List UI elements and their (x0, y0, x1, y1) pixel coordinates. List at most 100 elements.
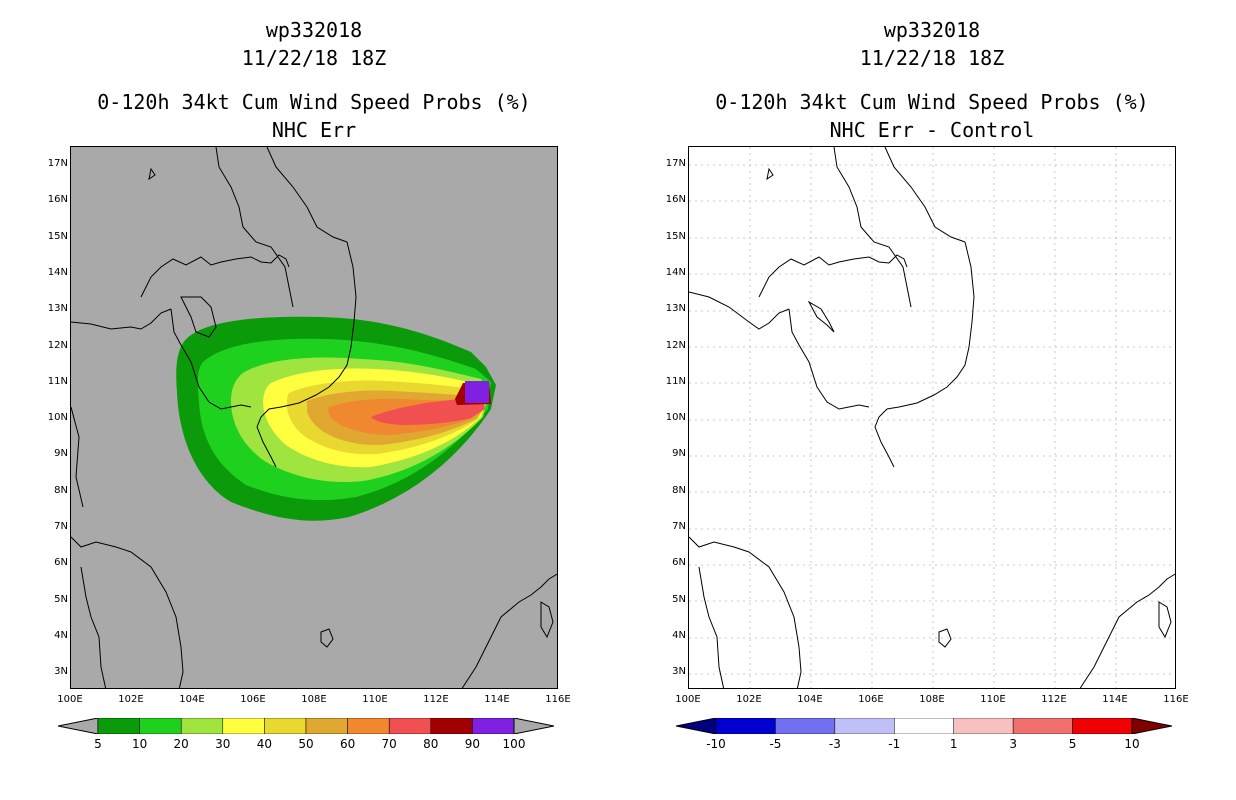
right-cbar-swatch-1 (775, 718, 836, 734)
right-lat-15n: 15N (665, 230, 686, 242)
left-cbar-label: 100 (502, 737, 526, 751)
right-lat-4n: 4N (672, 629, 686, 641)
left-lat-14n: 14N (47, 266, 68, 278)
right-cbar-swatch-4 (953, 718, 1014, 734)
right-cbar-label: -10 (706, 737, 726, 751)
right-product-title: 0-120h 34kt Cum Wind Speed Probs (%) (715, 90, 1149, 114)
right-lon-106e: 106E (858, 694, 884, 705)
left-cbar-label: 40 (256, 737, 273, 751)
left-cbar-label: 20 (173, 737, 189, 751)
right-cbar-arrow-high (1131, 718, 1172, 734)
left-lon-100e: 100E (57, 694, 83, 705)
left-cbar-swatch-3 (222, 718, 265, 734)
left-subtitle: NHC Err (271, 118, 357, 142)
left-cbar-swatch-4 (264, 718, 307, 734)
left-cbar-label: 30 (215, 737, 231, 751)
right-lat-6n: 6N (672, 557, 686, 569)
left-lat-3n: 3N (54, 666, 68, 678)
left-datetime: 11/22/18 18Z (241, 46, 387, 70)
right-lat-12n: 12N (665, 339, 686, 351)
gridlines (689, 147, 1175, 688)
right-lon-116e: 116E (1163, 694, 1189, 705)
left-cbar-swatch-1 (139, 718, 182, 734)
left-lon-116e: 116E (545, 694, 571, 705)
right-lat-9n: 9N (672, 448, 686, 460)
right-subtitle: NHC Err - Control (829, 118, 1035, 142)
left-lat-15n: 15N (47, 230, 68, 242)
right-lon-112e: 112E (1041, 694, 1067, 705)
left-cbar-label: 90 (464, 737, 481, 751)
left-lat-17n: 17N (47, 158, 68, 169)
right-cbar-swatch-2 (834, 718, 895, 734)
left-cbar-swatch-0 (97, 718, 140, 734)
left-map-panel (70, 146, 558, 689)
left-lat-13n: 13N (47, 303, 68, 315)
left-cbar-swatch-8 (430, 718, 473, 734)
right-lat-5n: 5N (672, 593, 686, 605)
left-lon-114e: 114E (484, 694, 510, 705)
left-lon-102e: 102E (118, 694, 144, 705)
right-cbar-swatch-0 (715, 718, 776, 734)
right-lon-104e: 104E (797, 694, 823, 705)
right-storm-id: wp332018 (883, 18, 981, 42)
left-cbar-label: 60 (339, 737, 356, 751)
left-lon-106e: 106E (240, 694, 266, 705)
left-lat-12n: 12N (47, 339, 68, 351)
left-lat-6n: 6N (54, 557, 68, 569)
left-colorbar (58, 718, 554, 734)
right-cbar-swatch-5 (1012, 718, 1073, 734)
right-datetime: 11/22/18 18Z (859, 46, 1005, 70)
right-cbar-label: 3 (1009, 737, 1017, 751)
prob-contour-90 (465, 381, 489, 403)
left-cbar-swatch-7 (388, 718, 432, 734)
probability-swath (176, 316, 496, 521)
right-lat-13n: 13N (665, 303, 686, 315)
left-lat-11n: 11N (47, 375, 68, 387)
left-lat-10n: 10N (47, 412, 68, 424)
left-cbar-label: 50 (298, 737, 314, 751)
left-map-svg (71, 147, 557, 688)
right-cbar-swatch-6 (1072, 718, 1133, 734)
right-cbar-label: 1 (949, 737, 958, 751)
right-cbar-label: 5 (1068, 737, 1077, 751)
right-lat-17n: 17N (665, 158, 686, 169)
left-lat-8n: 8N (54, 484, 68, 496)
right-lon-100e: 100E (675, 694, 701, 705)
left-cbar-arrow-high (513, 718, 554, 734)
right-map-panel (688, 146, 1176, 689)
left-lon-108e: 108E (301, 694, 327, 705)
right-lon-108e: 108E (919, 694, 945, 705)
right-lat-7n: 7N (672, 521, 686, 532)
left-lat-9n: 9N (54, 448, 68, 460)
left-cbar-label: 5 (94, 737, 102, 751)
right-cbar-label: -5 (769, 737, 782, 751)
left-cbar-swatch-9 (472, 718, 515, 734)
coastlines (71, 147, 557, 688)
left-storm-id: wp332018 (265, 18, 363, 42)
left-cbar-label: 70 (381, 737, 397, 751)
right-cbar-label: -1 (888, 737, 901, 751)
right-lat-3n: 3N (672, 666, 686, 678)
left-product-title: 0-120h 34kt Cum Wind Speed Probs (%) (97, 90, 531, 114)
right-lat-10n: 10N (665, 412, 686, 424)
left-cbar-arrow-low (58, 718, 99, 734)
left-lat-5n: 5N (54, 593, 68, 605)
right-cbar-label: 10 (1124, 737, 1140, 751)
left-lat-4n: 4N (54, 629, 68, 641)
right-lon-102e: 102E (736, 694, 762, 705)
right-cbar-label: -3 (828, 737, 841, 751)
left-lon-104e: 104E (179, 694, 205, 705)
right-lat-14n: 14N (665, 266, 686, 278)
left-cbar-label: 10 (131, 737, 148, 751)
left-lat-7n: 7N (54, 521, 68, 532)
right-lon-114e: 114E (1102, 694, 1128, 705)
right-lat-8n: 8N (672, 484, 686, 496)
right-cbar-arrow-low (676, 718, 717, 734)
right-lon-110e: 110E (980, 694, 1006, 705)
right-map-svg (689, 147, 1175, 688)
left-cbar-label: 80 (423, 737, 439, 751)
coastlines-right (689, 147, 1175, 688)
right-lat-11n: 11N (665, 375, 686, 387)
left-cbar-swatch-2 (180, 718, 224, 734)
right-cbar-swatch-3 (894, 718, 954, 734)
